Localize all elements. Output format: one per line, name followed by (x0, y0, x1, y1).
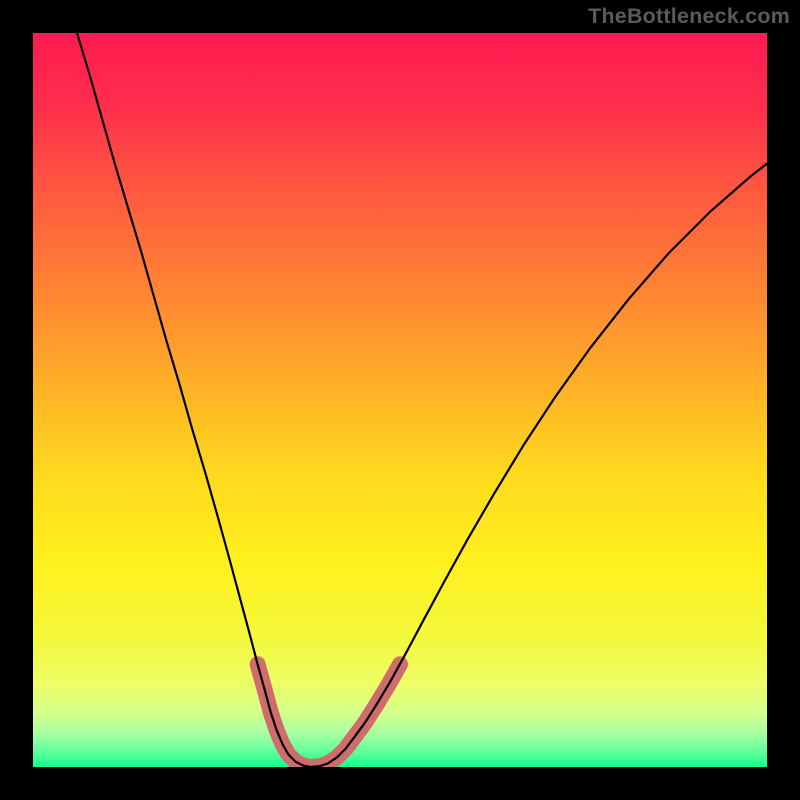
plot-svg (33, 33, 767, 767)
canvas-root: TheBottleneck.com (0, 0, 800, 800)
plot-area (33, 33, 767, 767)
watermark-text: TheBottleneck.com (588, 4, 790, 29)
